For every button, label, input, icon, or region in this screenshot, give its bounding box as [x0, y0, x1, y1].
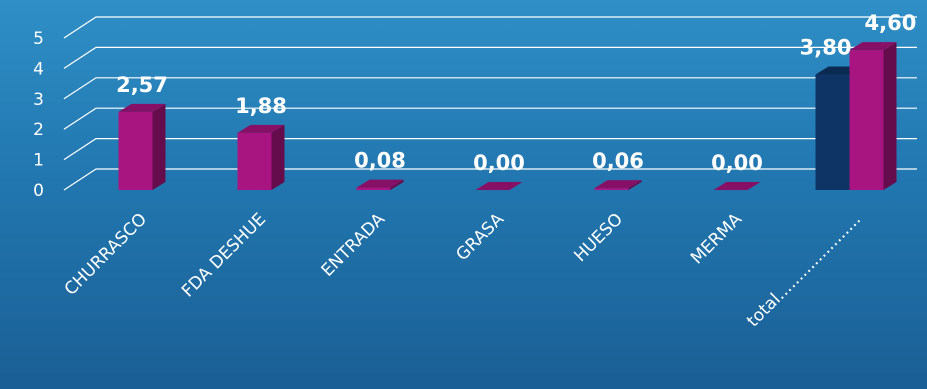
y-axis-ticks: 0 1 2 3 4 5: [33, 29, 44, 201]
gridline-0: [63, 168, 917, 191]
gridline-3: [63, 77, 917, 100]
data-label-2-5: 0,06: [592, 149, 644, 173]
bar-2-1: [118, 103, 166, 190]
category-label-7: total.....................: [743, 209, 865, 331]
y-tick-label-3: 3: [33, 90, 44, 110]
category-label-1: CHURRASCO: [61, 209, 151, 299]
y-tick-label-2: 2: [33, 120, 44, 140]
bar-2-2: [237, 124, 285, 190]
gridline-4: [63, 46, 917, 69]
category-label-3: ENTRADA: [318, 209, 390, 281]
bar-2-7: [849, 42, 897, 190]
gridlines: [63, 16, 917, 191]
y-tick-label-1: 1: [33, 151, 44, 171]
y-tick-label-4: 4: [33, 59, 44, 79]
data-label-2-7: 4,60: [865, 11, 917, 35]
bar-2-3: [356, 179, 404, 190]
data-labels: 2,57 1,88 0,08 0,00 0,06 0,00 3,80 4,60: [116, 11, 916, 175]
data-label-2-4: 0,00: [473, 151, 525, 175]
data-label-2-6: 0,00: [711, 151, 763, 175]
bars: [118, 42, 897, 190]
category-label-4: GRASA: [452, 209, 508, 265]
bar-2-6: [713, 182, 761, 190]
gridline-1: [63, 138, 917, 161]
gridline-2: [63, 107, 917, 130]
bar-2-5: [594, 180, 642, 190]
bar-2-4: [475, 182, 523, 190]
data-label-2-1: 2,57: [116, 73, 168, 97]
gridline-5: [63, 16, 917, 39]
data-label-2-2: 1,88: [235, 94, 287, 118]
data-label-2-3: 0,08: [354, 149, 406, 173]
category-label-2: FDA DESHUE: [178, 209, 270, 301]
y-tick-label-0: 0: [33, 181, 44, 201]
category-label-6: MERMA: [687, 209, 746, 268]
category-label-5: HUESO: [570, 209, 627, 266]
y-tick-label-5: 5: [33, 29, 44, 49]
data-label-1-7: 3,80: [800, 35, 852, 59]
x-axis-labels: CHURRASCO FDA DESHUE ENTRADA GRASA HUESO MERM…: [61, 209, 865, 331]
